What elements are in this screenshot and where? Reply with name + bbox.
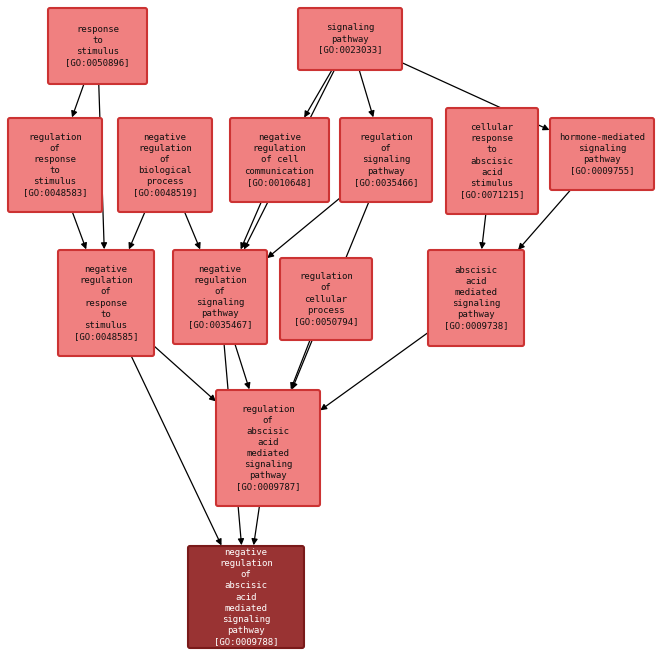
FancyBboxPatch shape [280,258,372,340]
Text: regulation
of
cellular
process
[GO:0050794]: regulation of cellular process [GO:00507… [294,272,358,325]
FancyBboxPatch shape [298,8,402,70]
FancyBboxPatch shape [340,118,432,202]
Text: regulation
of
signaling
pathway
[GO:0035466]: regulation of signaling pathway [GO:0035… [354,133,418,187]
Text: hormone-mediated
signaling
pathway
[GO:0009755]: hormone-mediated signaling pathway [GO:0… [559,133,645,175]
FancyBboxPatch shape [230,118,329,202]
Text: abscisic
acid
mediated
signaling
pathway
[GO:0009738]: abscisic acid mediated signaling pathway… [444,266,508,330]
FancyBboxPatch shape [173,250,267,344]
FancyBboxPatch shape [8,118,102,212]
FancyBboxPatch shape [48,8,147,84]
FancyBboxPatch shape [446,108,538,214]
Text: negative
regulation
of
signaling
pathway
[GO:0035467]: negative regulation of signaling pathway… [187,265,252,329]
Text: negative
regulation
of
response
to
stimulus
[GO:0048585]: negative regulation of response to stimu… [74,265,138,341]
Text: negative
regulation
of
biological
process
[GO:0048519]: negative regulation of biological proces… [133,133,197,197]
Text: negative
regulation
of cell
communication
[GO:0010648]: negative regulation of cell communicatio… [245,133,314,187]
Text: regulation
of
abscisic
acid
mediated
signaling
pathway
[GO:0009787]: regulation of abscisic acid mediated sig… [236,405,300,491]
Text: signaling
pathway
[GO:0023033]: signaling pathway [GO:0023033] [317,24,382,54]
FancyBboxPatch shape [216,390,320,506]
FancyBboxPatch shape [188,546,304,648]
FancyBboxPatch shape [550,118,654,190]
Text: regulation
of
response
to
stimulus
[GO:0048583]: regulation of response to stimulus [GO:0… [22,133,87,197]
Text: response
to
stimulus
[GO:0050896]: response to stimulus [GO:0050896] [65,25,130,67]
FancyBboxPatch shape [428,250,524,346]
FancyBboxPatch shape [58,250,154,356]
Text: negative
regulation
of
abscisic
acid
mediated
signaling
pathway
[GO:0009788]: negative regulation of abscisic acid med… [214,548,279,646]
Text: cellular
response
to
abscisic
acid
stimulus
[GO:0071215]: cellular response to abscisic acid stimu… [460,123,524,199]
FancyBboxPatch shape [118,118,212,212]
